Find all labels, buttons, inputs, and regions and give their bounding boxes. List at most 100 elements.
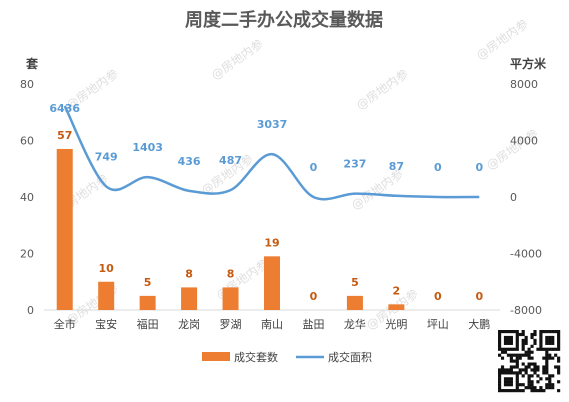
qr-module bbox=[527, 362, 531, 366]
qr-module bbox=[498, 335, 502, 340]
bar-data-labels: 57 10 5 8 8 19 0 5 2 0 0 bbox=[57, 129, 483, 303]
bar bbox=[346, 295, 363, 310]
qr-module bbox=[545, 347, 549, 351]
qr-module bbox=[554, 347, 558, 351]
qr-module bbox=[533, 371, 537, 375]
bar-data-label: 19 bbox=[264, 236, 279, 249]
qr-module bbox=[498, 344, 502, 348]
qr-module bbox=[557, 359, 561, 363]
qr-module bbox=[503, 383, 508, 387]
bar bbox=[98, 281, 115, 310]
qr-module bbox=[506, 347, 511, 351]
qr-module bbox=[548, 353, 552, 357]
qr-module bbox=[500, 330, 505, 334]
qr-module bbox=[521, 374, 525, 378]
qr-module bbox=[512, 330, 516, 334]
qr-module bbox=[512, 389, 516, 393]
line-data-label: 3037 bbox=[257, 118, 288, 131]
qr-module bbox=[506, 371, 511, 375]
qr-module bbox=[506, 368, 511, 372]
qr-module bbox=[521, 389, 525, 393]
qr-module bbox=[530, 386, 534, 390]
chart-title: 周度二手办公成交量数据 bbox=[185, 9, 383, 31]
qr-module bbox=[498, 380, 502, 384]
qr-module bbox=[498, 338, 502, 343]
bar-data-label: 5 bbox=[144, 276, 152, 289]
qr-module bbox=[530, 374, 534, 378]
qr-module bbox=[542, 371, 546, 375]
qr-module bbox=[503, 330, 508, 334]
left-axis-ticks: 0 20 40 60 80 bbox=[20, 78, 34, 317]
legend-bar-swatch bbox=[202, 352, 230, 361]
qr-module bbox=[557, 368, 561, 372]
qr-module bbox=[557, 330, 561, 334]
category-label: 大鹏 bbox=[468, 317, 490, 331]
qr-module bbox=[515, 347, 519, 351]
qr-module bbox=[518, 371, 522, 375]
line-data-label: 87 bbox=[389, 160, 404, 173]
qr-module bbox=[533, 341, 537, 345]
qr-module bbox=[536, 347, 540, 351]
qr-module bbox=[530, 362, 534, 366]
qr-module bbox=[539, 330, 543, 334]
qr-module bbox=[548, 374, 552, 378]
qr-module bbox=[509, 380, 513, 384]
qr-module bbox=[554, 365, 558, 369]
qr-module bbox=[509, 365, 513, 369]
qr-module bbox=[530, 380, 534, 384]
qr-module bbox=[527, 350, 531, 354]
legend-bar-label: 成交套数 bbox=[234, 350, 278, 364]
qr-module bbox=[498, 368, 502, 372]
qr-module bbox=[500, 368, 505, 372]
qr-module bbox=[518, 353, 522, 357]
right-axis-tick: 4000 bbox=[510, 135, 538, 148]
qr-module bbox=[512, 347, 516, 351]
line-data-label: 6436 bbox=[49, 102, 80, 115]
bar-data-label: 8 bbox=[227, 267, 235, 280]
qr-module bbox=[503, 341, 508, 345]
qr-module bbox=[503, 377, 508, 381]
qr-module bbox=[542, 389, 546, 393]
qr-module bbox=[524, 338, 528, 343]
qr-module bbox=[527, 365, 531, 369]
bar-data-label: 2 bbox=[393, 284, 401, 297]
qr-module bbox=[551, 335, 555, 340]
qr-module bbox=[515, 359, 519, 363]
qr-module bbox=[548, 380, 552, 384]
qr-module bbox=[545, 368, 549, 372]
qr-module bbox=[539, 332, 543, 337]
qr-module bbox=[503, 389, 508, 393]
bar-data-label: 10 bbox=[99, 262, 115, 275]
qr-module bbox=[533, 386, 537, 390]
category-label: 南山 bbox=[261, 318, 283, 331]
qr-module bbox=[515, 341, 519, 345]
qr-module bbox=[533, 365, 537, 369]
qr-module bbox=[527, 353, 531, 357]
qr-module bbox=[515, 365, 519, 369]
qr-module bbox=[545, 359, 549, 363]
qr-module bbox=[539, 335, 543, 340]
qr-module bbox=[530, 335, 534, 340]
qr-module bbox=[509, 359, 513, 363]
qr-module bbox=[548, 338, 552, 343]
qr-module bbox=[539, 344, 543, 348]
qr-module bbox=[557, 380, 561, 384]
left-axis-tick: 0 bbox=[27, 304, 34, 317]
watermark-text: @房地内参 bbox=[213, 256, 271, 303]
qr-module bbox=[498, 383, 502, 387]
qr-module bbox=[498, 374, 502, 378]
qr-module bbox=[503, 347, 508, 351]
qr-module bbox=[536, 374, 540, 378]
qr-module bbox=[512, 371, 516, 375]
qr-module bbox=[515, 377, 519, 381]
qr-module bbox=[503, 335, 508, 340]
qr-module bbox=[515, 383, 519, 387]
bar bbox=[388, 304, 405, 310]
right-axis-tick: -8000 bbox=[510, 304, 542, 317]
qr-module bbox=[551, 356, 555, 360]
qr-module bbox=[515, 335, 519, 340]
watermark-text: @房地内参 bbox=[483, 126, 541, 173]
left-axis-tick: 40 bbox=[20, 191, 34, 204]
qr-module bbox=[545, 330, 549, 334]
qr-module bbox=[545, 335, 549, 340]
